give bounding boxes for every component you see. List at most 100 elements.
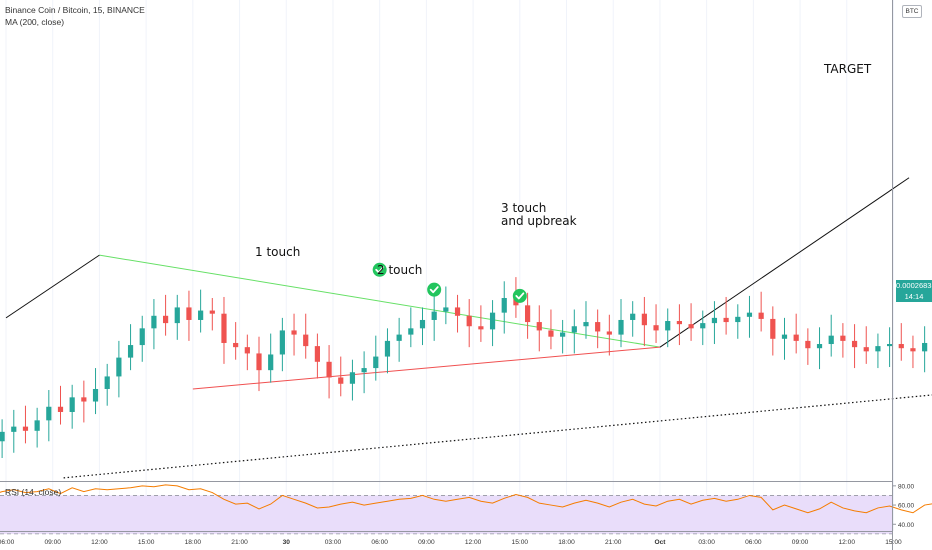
candle-body — [524, 305, 531, 323]
time-tick-label: 06:00 — [0, 539, 15, 546]
candle-body — [735, 316, 741, 323]
candle-body — [233, 342, 239, 348]
moving-average-path — [63, 394, 932, 479]
candle-body — [793, 334, 799, 341]
candle-body — [816, 344, 823, 349]
candle-body — [291, 330, 297, 335]
candle-body — [548, 330, 554, 337]
candle-body — [361, 368, 367, 373]
time-tick-label: 21:00 — [231, 539, 248, 546]
time-tick-label: 15:00 — [885, 539, 902, 546]
time-tick-label: 03:00 — [325, 539, 342, 546]
rsi-line — [0, 484, 932, 514]
time-tick-label: 09:00 — [44, 539, 61, 546]
candle-body — [653, 325, 659, 331]
time-tick-label: 12:00 — [465, 539, 482, 546]
candle-body — [198, 310, 204, 320]
candle-body — [244, 347, 250, 354]
annotation-touch-2: 2 touch — [377, 263, 423, 277]
candle-body — [186, 307, 192, 320]
rsi-indicator-label[interactable]: RSI (14, close) — [5, 487, 62, 497]
candle-body — [618, 319, 624, 335]
annotation-touch-1: 1 touch — [255, 245, 301, 259]
candle-body — [314, 346, 320, 362]
candle-body — [606, 331, 612, 335]
time-tick-label: 12:00 — [839, 539, 856, 546]
candle-body — [127, 345, 134, 358]
candle-body — [851, 340, 858, 348]
bar-countdown-label: 14:14 — [896, 291, 932, 302]
price-axis[interactable]: 0.00294000.00292000.00290000.00288000.00… — [892, 0, 929, 550]
candle-body — [174, 307, 180, 324]
check-circle-icon — [372, 262, 387, 277]
candle-body — [770, 318, 776, 339]
candle-body — [104, 376, 110, 389]
candle-body — [384, 340, 391, 357]
candle-body — [875, 346, 881, 352]
time-tick-label: 30 — [283, 539, 291, 546]
candle-body — [431, 311, 437, 320]
candle-body — [92, 388, 99, 402]
candle-body — [595, 322, 601, 332]
candle-body — [419, 319, 426, 329]
candle-body — [162, 315, 169, 324]
candle-body — [898, 344, 904, 349]
moving-average-line — [63, 394, 932, 479]
drawn-trend-lines — [5, 177, 910, 390]
candle-body — [279, 330, 285, 355]
candle-body — [338, 377, 344, 384]
time-tick-label: 09:00 — [792, 539, 809, 546]
time-tick-label: 18:00 — [185, 539, 202, 546]
candle-body — [116, 357, 122, 377]
candle-body — [688, 324, 694, 329]
check-mark-icon — [515, 292, 525, 300]
time-tick-label: 15:00 — [512, 539, 529, 546]
candle-body — [443, 307, 449, 312]
ma-indicator-label[interactable]: MA (200, close) — [5, 17, 65, 27]
rsi-tick-label: 80.00 — [898, 483, 914, 490]
candle-body — [268, 354, 274, 371]
time-tick-label: 18:00 — [558, 539, 575, 546]
time-tick-label: 15:00 — [138, 539, 155, 546]
rsi-tick-label: 40.00 — [898, 522, 914, 529]
target_path-line — [659, 177, 910, 348]
candle-body — [910, 348, 916, 352]
candle-body — [396, 334, 402, 341]
annotation-target: TARGET — [824, 62, 872, 76]
candle-body — [828, 335, 834, 345]
check-circle-icon — [512, 288, 527, 303]
touch-checkmarks — [372, 262, 527, 303]
currency-badge[interactable]: BTC — [902, 5, 922, 18]
candle-body — [723, 317, 729, 323]
resistance-line — [99, 254, 661, 348]
annotation-touch-3-line-2: and upbreak — [501, 214, 577, 228]
candle-body — [676, 321, 683, 325]
check-mark-icon — [429, 286, 439, 294]
time-axis[interactable]: 06:00 09:00 12:00 15:00 18:00 21:00 30 03:00 06:… — [0, 539, 902, 546]
candle-body — [57, 406, 64, 412]
candle-body — [349, 372, 356, 384]
rsi-pane — [0, 484, 932, 535]
candle-body — [583, 322, 589, 327]
candle-body — [454, 307, 461, 316]
candle-body — [0, 431, 5, 442]
candle-body — [151, 315, 157, 329]
candle-body — [536, 322, 542, 331]
check-mark-icon — [375, 266, 385, 274]
candle-body — [560, 332, 566, 337]
candle-body — [81, 397, 87, 402]
candle-body — [665, 321, 671, 331]
candle-body — [886, 344, 893, 347]
annotation-touch-3-line-1: 3 touch — [501, 201, 547, 215]
candle-body — [34, 420, 40, 431]
candle-body — [805, 340, 811, 349]
candle-body — [139, 328, 145, 346]
candle-body — [69, 397, 75, 412]
candle-body — [466, 315, 472, 327]
candle-body — [700, 323, 706, 329]
check-circle-icon — [427, 282, 442, 297]
path_before-line — [5, 254, 100, 319]
candle-body — [303, 334, 309, 347]
candle-body — [489, 312, 496, 330]
